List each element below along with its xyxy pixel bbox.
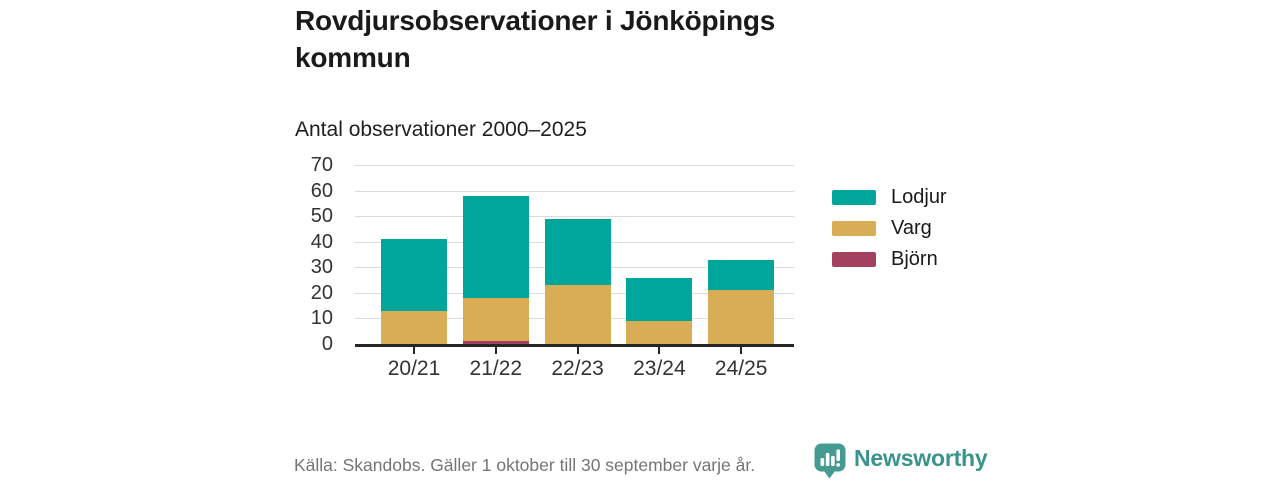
newsworthy-wordmark: Newsworthy [854,445,988,471]
legend-item-björn: Björn [832,248,947,270]
bar-chart-plot-area: 20/21 21/22 22/23 23/24 24/25 [355,165,794,380]
bar-segment-lodjur-23/24 [626,277,693,321]
x-axis-label: 22/23 [551,357,604,380]
bar-segment-varg-23/24 [626,321,693,344]
y-axis-label: 40 [310,230,333,253]
x-axis-label: 24/25 [714,357,768,380]
legend-swatch-björn [832,252,876,267]
bar-segment-lodjur-24/25 [708,259,775,291]
y-axis-label: 0 [321,333,333,355]
legend-swatch-lodjur [832,190,876,205]
bar-segment-björn-21/22 [462,341,529,344]
legend-label: Varg [891,217,932,239]
y-axis-label: 60 [310,179,333,202]
bar-segment-lodjur-22/23 [544,218,611,286]
legend-swatch-varg [832,221,876,236]
x-axis-tick [413,347,415,354]
bar-segment-varg-24/25 [708,290,775,344]
x-axis-baseline [355,344,794,347]
chart-legend: Lodjur Varg Björn [832,186,947,270]
x-axis-label: 23/24 [633,357,686,380]
bar-segment-varg-21/22 [462,297,529,342]
legend-label: Lodjur [891,186,947,208]
y-axis-label: 20 [310,281,333,304]
bar-segment-lodjur-21/22 [462,195,529,298]
source-note: Källa: Skandobs. Gäller 1 oktober till 3… [294,455,756,475]
y-axis: 0 10 20 30 40 50 60 70 [280,154,345,355]
y-axis-label: 70 [310,154,333,176]
bar-segment-varg-20/21 [381,310,447,344]
x-axis-tick [658,347,661,354]
gridline-50 [355,216,794,218]
y-axis-label: 50 [310,205,333,228]
legend-item-lodjur: Lodjur [832,186,947,208]
x-axis-tick [740,347,743,354]
chart-subtitle: Antal observationer 2000–2025 [295,118,587,141]
legend-item-varg: Varg [832,217,947,239]
bar-segment-lodjur-20/21 [381,239,447,311]
x-axis-label: 21/22 [469,357,523,380]
y-axis-label: 30 [310,256,333,279]
y-axis-label: 10 [310,307,333,330]
newsworthy-bars-icon [814,443,846,479]
page-title: Rovdjursobservationer i Jönköpings kommu… [295,5,776,73]
legend-label: Björn [891,248,938,270]
gridline-70 [355,165,794,166]
newsworthy-logo[interactable]: Newsworthy [814,443,988,479]
x-axis-label: 20/21 [387,357,441,380]
x-axis-tick [576,347,579,354]
bar-segment-varg-22/23 [544,285,611,344]
gridline-60 [355,190,794,192]
x-axis-tick [494,347,497,354]
